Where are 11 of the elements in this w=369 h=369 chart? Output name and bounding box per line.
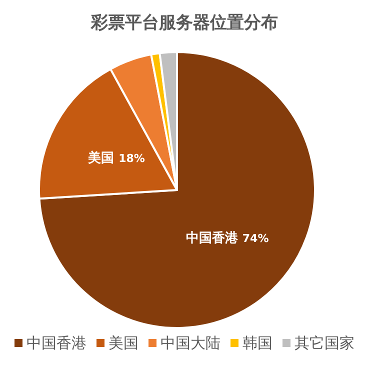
pie-slice: [38, 51, 316, 329]
data-label: 74%: [242, 232, 269, 246]
legend-label: 中国大陆: [160, 334, 220, 352]
legend-label: 其它国家: [294, 334, 354, 352]
legend-label: 韩国: [242, 334, 272, 352]
data-label: 18%: [118, 152, 145, 165]
legend-label: 美国: [108, 334, 138, 352]
slice-label: 美国: [87, 150, 119, 166]
slice-label: 中国香港: [186, 230, 242, 246]
legend-label: 中国香港: [26, 334, 86, 352]
chart-title: 彩票平台服务器位置分布: [90, 13, 278, 33]
